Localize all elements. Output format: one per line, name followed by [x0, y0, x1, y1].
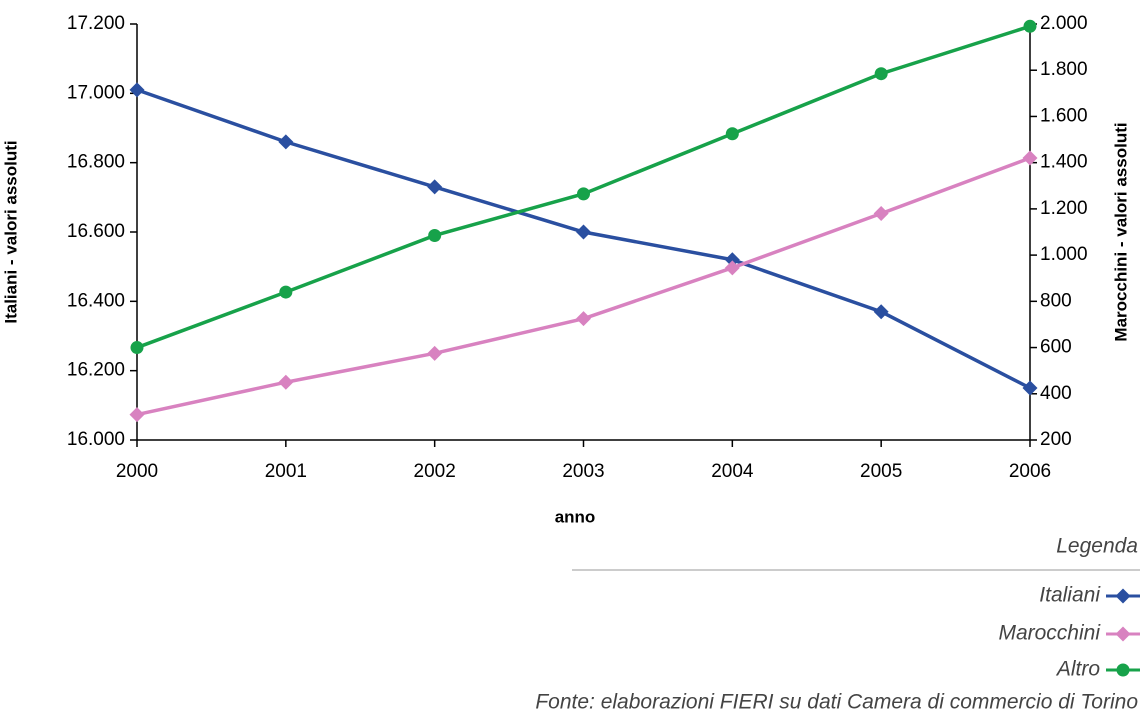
data-point	[130, 341, 144, 355]
y2-tick-label: 400	[1040, 383, 1072, 404]
x-tick-label: 2002	[414, 461, 456, 482]
legend-marker	[1115, 626, 1131, 642]
legend-title: Legenda	[1056, 535, 1138, 558]
data-point	[1023, 19, 1037, 33]
x-tick-label: 2006	[1009, 461, 1051, 482]
data-point	[129, 82, 145, 98]
y-tick-label: 16.200	[67, 360, 125, 381]
data-point	[873, 206, 889, 222]
legend-label: Altro	[1055, 658, 1101, 681]
y-tick-label: 16.800	[67, 152, 125, 173]
y2-tick-label: 800	[1040, 290, 1072, 311]
y-tick-label: 16.600	[67, 221, 125, 242]
data-point	[279, 285, 293, 299]
data-point	[577, 187, 590, 201]
x-tick-label: 2001	[265, 461, 307, 482]
legend-label: Italiani	[1039, 584, 1101, 607]
y2-tick-label: 1.200	[1040, 198, 1088, 219]
data-point	[576, 224, 591, 240]
series-line	[136, 24, 1031, 350]
data-point	[278, 374, 294, 390]
y2-tick-label: 1.400	[1040, 152, 1088, 173]
y-tick-label: 16.400	[67, 290, 125, 311]
y-tick-label: 16.000	[67, 429, 125, 450]
y2-tick-label: 1.000	[1040, 244, 1088, 265]
y-axis-title: Italiani - valori assoluti	[1, 140, 20, 323]
data-point	[576, 311, 591, 327]
y2-axis-title: Marocchini - valori assoluti	[1111, 122, 1130, 341]
legend-label: Marocchini	[998, 622, 1101, 645]
x-axis-title: anno	[555, 507, 596, 526]
data-point	[724, 260, 740, 276]
y2-tick-label: 200	[1040, 429, 1072, 450]
data-point	[724, 252, 740, 268]
x-tick-label: 2003	[562, 461, 604, 482]
source-note: Fonte: elaborazioni FIERI su dati Camera…	[535, 691, 1138, 714]
legend-marker	[1116, 663, 1130, 677]
data-point	[278, 134, 294, 150]
y2-tick-label: 1.600	[1040, 105, 1088, 126]
data-point	[1022, 380, 1038, 396]
data-point	[427, 179, 443, 195]
data-point	[725, 127, 739, 141]
x-tick-label: 2004	[711, 461, 754, 482]
data-point	[428, 228, 442, 242]
legend-marker	[1115, 588, 1131, 604]
y-tick-label: 17.000	[67, 82, 125, 103]
x-tick-label: 2005	[860, 461, 902, 482]
data-point	[873, 304, 889, 320]
data-point	[874, 67, 888, 81]
data-point	[1022, 150, 1038, 166]
data-point	[129, 407, 145, 423]
x-tick-label: 2000	[116, 461, 158, 482]
y-tick-label: 17.200	[67, 13, 125, 34]
data-point	[427, 345, 443, 361]
y2-tick-label: 600	[1040, 337, 1072, 358]
y2-tick-label: 2.000	[1040, 13, 1088, 34]
y2-tick-label: 1.800	[1040, 59, 1088, 80]
